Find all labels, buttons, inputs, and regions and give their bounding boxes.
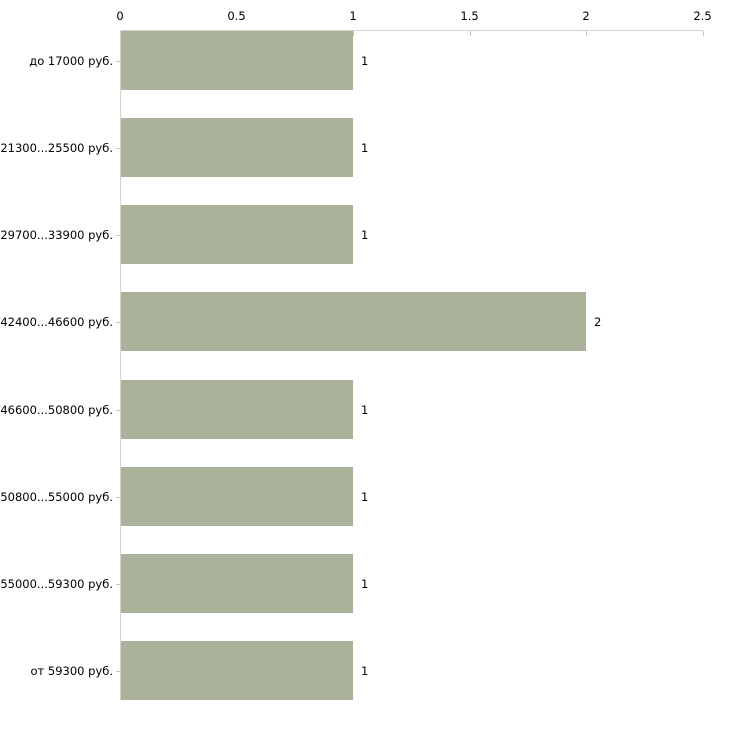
bar: [121, 205, 353, 264]
bar: [121, 380, 353, 439]
category-label: 46600...50800 руб.: [0, 402, 113, 417]
value-label: 1: [361, 140, 369, 155]
y-tick-mark: [116, 322, 120, 323]
x-tick-label: 0.5: [227, 9, 246, 23]
y-tick-mark: [116, 61, 120, 62]
value-label: 1: [361, 489, 369, 504]
category-label: 21300...25500 руб.: [0, 140, 113, 155]
y-tick-mark: [116, 584, 120, 585]
bar: [121, 118, 353, 177]
bar: [121, 31, 353, 90]
y-tick-mark: [116, 497, 120, 498]
x-tick-label: 1: [349, 9, 357, 23]
x-tick-mark: [586, 31, 587, 36]
y-axis-line: [120, 30, 121, 700]
value-label: 1: [361, 402, 369, 417]
category-label: 55000...59300 руб.: [0, 576, 113, 591]
bar: [121, 641, 353, 700]
y-tick-mark: [116, 671, 120, 672]
value-label: 1: [361, 227, 369, 242]
x-tick-mark: [469, 31, 471, 36]
y-tick-mark: [116, 235, 120, 236]
x-tick-label: 0: [116, 9, 124, 23]
value-label: 1: [361, 576, 369, 591]
y-tick-mark: [116, 148, 120, 149]
value-label: 2: [594, 314, 602, 329]
bar: [121, 292, 586, 351]
y-tick-mark: [116, 410, 120, 411]
x-tick-mark: [353, 31, 354, 36]
category-label: до 17000 руб.: [29, 53, 113, 68]
category-label: 29700...33900 руб.: [0, 227, 113, 242]
x-tick-label: 2: [582, 9, 590, 23]
value-label: 1: [361, 663, 369, 678]
category-label: от 59300 руб.: [30, 663, 113, 678]
x-axis-line: [120, 30, 703, 31]
x-tick-label: 2.5: [693, 9, 712, 23]
x-tick-label: 1.5: [460, 9, 479, 23]
x-tick-mark: [702, 31, 704, 36]
bar: [121, 467, 353, 526]
category-label: 42400...46600 руб.: [0, 314, 113, 329]
value-label: 1: [361, 53, 369, 68]
category-label: 50800...55000 руб.: [0, 489, 113, 504]
bar: [121, 554, 353, 613]
